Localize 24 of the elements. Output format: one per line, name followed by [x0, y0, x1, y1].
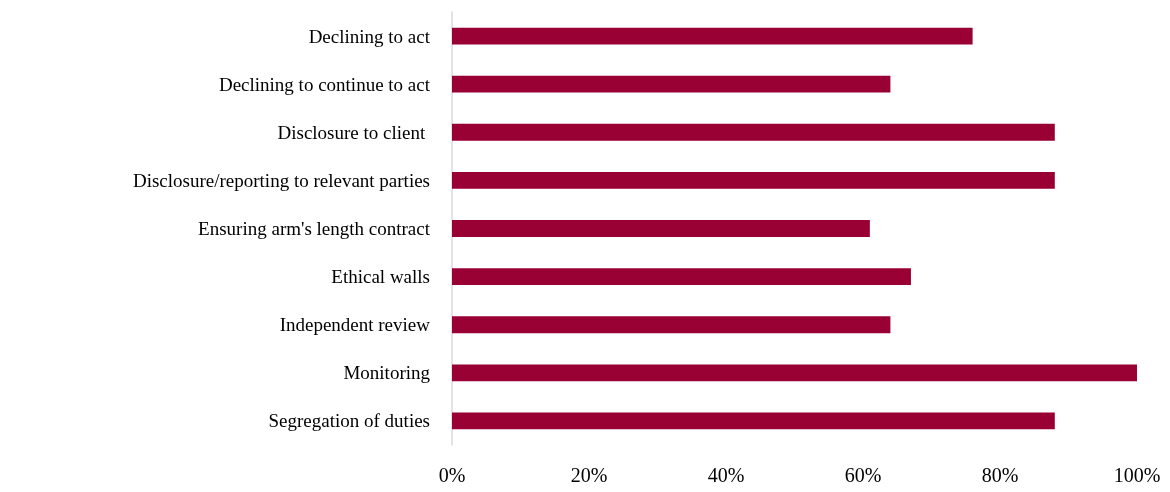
x-tick-label: 40% [707, 464, 745, 486]
bar [452, 268, 911, 286]
x-tick-label: 0% [438, 464, 466, 486]
y-tick-label: Disclosure to client [277, 121, 430, 143]
y-tick-label: Monitoring [343, 362, 431, 384]
y-tick-label: Declining to act [308, 25, 431, 47]
y-tick-label: Ethical walls [331, 266, 430, 288]
bar [452, 75, 891, 93]
x-tick-label: 20% [570, 464, 608, 486]
x-tick-label: 60% [844, 464, 882, 486]
x-tick-label: 100% [1113, 464, 1161, 486]
x-tick-label: 80% [981, 464, 1019, 486]
bar [452, 123, 1055, 141]
bar [452, 220, 870, 237]
bar [452, 316, 891, 334]
bar [452, 412, 1055, 430]
y-tick-label: Declining to continue to act [218, 73, 431, 95]
y-tick-label: Ensuring arm's length contract [198, 218, 431, 239]
bar [452, 171, 1055, 189]
bar [452, 27, 973, 45]
y-tick-label: Independent review [279, 314, 431, 336]
bar [452, 364, 1137, 382]
y-tick-label: Segregation of duties [268, 410, 430, 432]
y-tick-label: Disclosure/reporting to relevant parties [132, 169, 430, 191]
